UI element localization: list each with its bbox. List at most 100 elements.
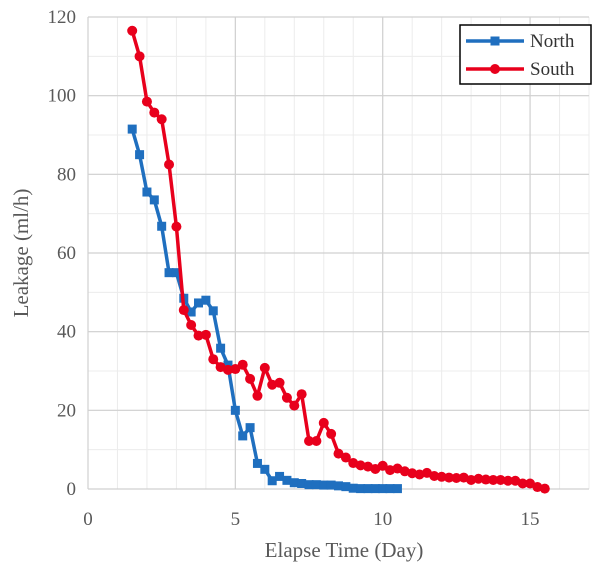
- south-data-point: [134, 51, 145, 62]
- north-data-point: [260, 464, 270, 474]
- south-data-point: [178, 305, 189, 316]
- legend: North South: [459, 24, 592, 85]
- series-layer: [127, 25, 550, 494]
- south-data-point: [436, 471, 447, 482]
- north-legend-marker: [490, 36, 500, 46]
- south-data-point: [193, 330, 204, 341]
- south-data-point: [237, 359, 248, 370]
- north-data-point: [186, 307, 196, 317]
- south-data-point: [245, 373, 256, 384]
- south-data-point: [186, 319, 197, 330]
- south-data-point: [480, 474, 491, 485]
- north-data-point: [326, 480, 336, 490]
- south-data-point: [222, 364, 233, 375]
- north-data-point: [363, 484, 373, 494]
- north-data-point: [311, 480, 321, 490]
- south-data-point: [429, 471, 440, 482]
- south-data-point: [407, 468, 418, 479]
- x-tick-label: 10: [373, 509, 392, 530]
- north-data-point: [275, 471, 285, 481]
- north-data-point: [157, 221, 167, 231]
- south-data-point: [451, 472, 462, 483]
- x-tick-label: 5: [231, 509, 241, 530]
- legend-box: [459, 24, 592, 85]
- x-axis-label: Elapse Time (Day): [265, 538, 424, 562]
- north-data-point: [245, 423, 255, 433]
- north-data-point: [267, 476, 277, 486]
- south-data-point: [377, 460, 388, 471]
- major-gridlines: [87, 16, 589, 490]
- north-data-point: [297, 478, 307, 488]
- south-data-point: [333, 448, 344, 459]
- south-legend-marker: [490, 64, 500, 74]
- south-data-point: [274, 377, 285, 388]
- south-data-point: [466, 474, 477, 485]
- south-data-point: [318, 417, 329, 428]
- north-data-point: [282, 475, 292, 485]
- north-data-point: [149, 195, 159, 205]
- south-data-point: [517, 478, 528, 489]
- y-tick-label: 120: [48, 7, 77, 28]
- south-legend-label: South: [530, 59, 575, 80]
- south-data-point: [326, 428, 337, 439]
- south-data-point: [281, 392, 292, 403]
- south-data-point: [141, 96, 152, 107]
- south-data-point: [252, 390, 263, 401]
- y-tick-label: 80: [57, 164, 76, 185]
- south-data-point: [304, 436, 315, 447]
- south-series-line: [130, 30, 546, 491]
- south-data-point: [230, 364, 241, 375]
- north-data-point: [392, 484, 402, 494]
- north-data-point: [370, 484, 380, 494]
- x-tick-label: 0: [83, 509, 93, 530]
- north-data-point: [252, 458, 262, 468]
- y-axis-label: Leakage (ml/h): [9, 189, 33, 318]
- north-data-point: [378, 484, 388, 494]
- y-tick-label: 40: [57, 322, 76, 343]
- south-data-point: [502, 475, 513, 486]
- south-data-point: [296, 389, 307, 400]
- north-data-point: [208, 306, 218, 316]
- x-tick-label: 15: [521, 509, 540, 530]
- north-data-point: [238, 431, 248, 441]
- south-data-point: [355, 460, 366, 471]
- south-data-point: [149, 107, 160, 118]
- north-data-point: [304, 480, 314, 490]
- north-data-point: [216, 343, 226, 353]
- south-data-point: [444, 472, 455, 483]
- north-data-point: [171, 268, 181, 278]
- south-data-point: [495, 474, 506, 485]
- north-data-point: [356, 484, 366, 494]
- north-data-point: [127, 124, 137, 134]
- y-tick-label: 100: [48, 86, 77, 107]
- south-data-point: [208, 354, 219, 365]
- south-data-point: [127, 25, 138, 36]
- north-data-point: [142, 187, 152, 197]
- north-data-point: [135, 150, 145, 160]
- x-axis-tick-labels: 0 5 10 15: [83, 509, 539, 530]
- y-tick-label: 60: [57, 243, 76, 264]
- south-data-point: [259, 362, 270, 373]
- south-data-point: [171, 221, 182, 232]
- north-data-point: [194, 298, 204, 308]
- north-data-point: [201, 295, 211, 305]
- south-data-point: [539, 483, 550, 494]
- north-data-point: [341, 482, 351, 492]
- south-data-point: [289, 400, 300, 411]
- south-data-point: [488, 474, 499, 485]
- south-data-point: [164, 159, 175, 170]
- north-data-point: [164, 268, 174, 278]
- north-data-point: [385, 484, 395, 494]
- north-data-point: [319, 480, 329, 490]
- y-tick-label: 20: [57, 400, 76, 421]
- y-axis-tick-labels: 0 20 40 60 80 100 120: [48, 7, 77, 500]
- north-data-point: [334, 481, 343, 491]
- south-data-point: [200, 329, 211, 340]
- y-tick-label: 0: [67, 479, 77, 500]
- south-data-point: [311, 436, 322, 447]
- south-data-point: [473, 473, 484, 484]
- north-legend-label: North: [530, 31, 575, 52]
- north-data-point: [230, 405, 240, 415]
- south-data-point: [340, 452, 351, 463]
